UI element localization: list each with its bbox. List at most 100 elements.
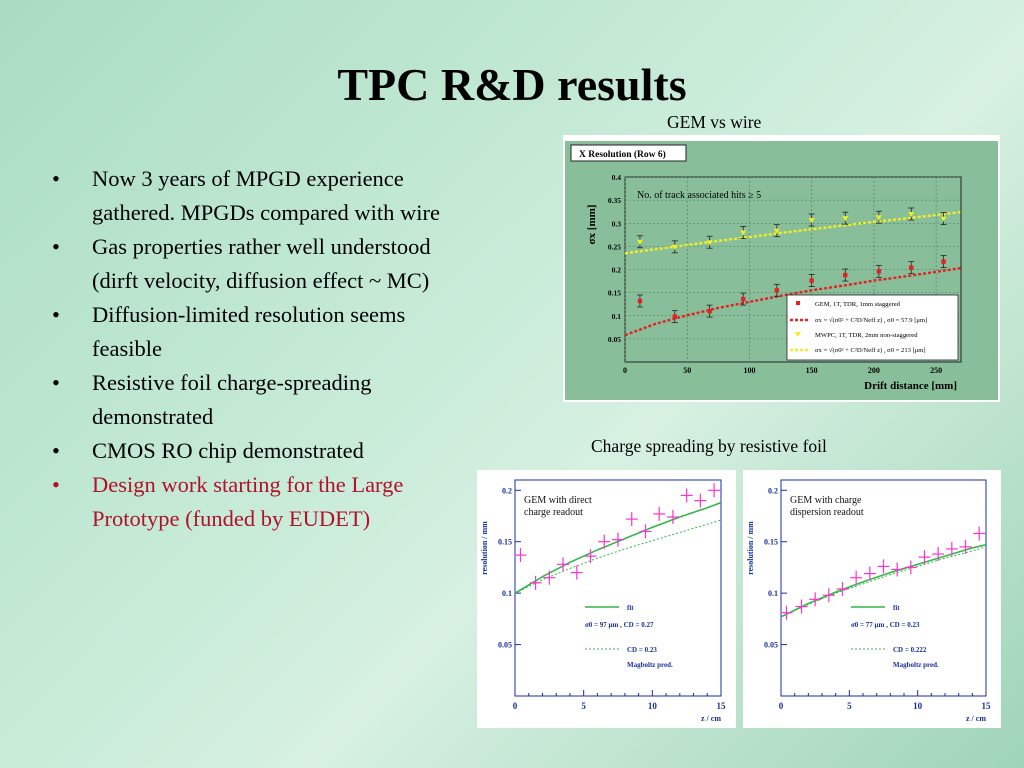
x-tick-label: 100	[743, 366, 755, 375]
mwpc-point	[740, 230, 747, 236]
bullet-text: Resistive foil charge-spreading demonstr…	[92, 370, 372, 429]
resolution-vs-drift-chart: X Resolution (Row 6) 0 50 100 150 200 250 0.05 0…	[563, 135, 1000, 402]
legend-entry: fit	[627, 604, 634, 612]
x-tick-label: 0	[779, 701, 784, 711]
fit-curve	[624, 210, 962, 255]
x-tick-label: 5	[847, 701, 852, 711]
bullet-item: • Gas properties rather well understood …	[52, 230, 462, 298]
y-tick-label: 0.05	[498, 641, 512, 650]
bullet-marker: •	[52, 438, 60, 463]
y-tick-label: 0.2	[612, 266, 622, 275]
mwpc-point	[773, 228, 780, 234]
chart-title-box	[570, 144, 687, 162]
magboltz-curve	[780, 546, 987, 618]
legend-entry: Magboltz pred.	[627, 661, 673, 669]
x-tick-label: 15	[982, 701, 992, 711]
x-axis-label: z / cm	[701, 714, 721, 723]
gem-point	[707, 308, 712, 314]
panel-label: GEM with direct	[524, 495, 592, 506]
gem-point	[774, 288, 780, 293]
x-tick-label: 15	[717, 701, 727, 711]
x-tick-label: 0	[623, 366, 627, 375]
legend-entry: Magboltz pred.	[893, 661, 939, 669]
bullet-item: • Diffusion-limited resolution seems fea…	[52, 298, 462, 366]
bullet-list: • Now 3 years of MPGD experience gathered…	[52, 162, 462, 536]
y-axis-label: resolution / mm	[480, 521, 489, 575]
gem-point	[941, 259, 946, 264]
panel-label: GEM with charge	[790, 495, 862, 506]
panel-label: charge readout	[524, 507, 583, 518]
plot-area	[780, 479, 987, 697]
bullet-item: • Now 3 years of MPGD experience gathered…	[52, 162, 462, 230]
y-tick-label: 0.15	[498, 538, 512, 547]
mwpc-point	[671, 244, 678, 250]
bullet-text: Design work starting for the Large Proto…	[92, 472, 404, 531]
fit-curve	[514, 501, 722, 594]
mwpc-point	[636, 239, 643, 245]
caption-charge-spreading: Charge spreading by resistive foil	[591, 436, 827, 456]
y-tick-label: 0.4	[612, 173, 622, 182]
gem-point	[672, 314, 677, 319]
annotation: No. of track associated hits ≥ 5	[637, 190, 761, 201]
x-tick-label: 10	[913, 701, 923, 711]
y-axis-label: σx [mm]	[586, 205, 598, 245]
y-axis-label: resolution / mm	[746, 521, 755, 575]
chart-background	[565, 141, 998, 400]
legend-entry: GEM, 1T, TDR, 1mm staggered	[815, 301, 901, 308]
legend-entry: CD = 0.222	[893, 646, 927, 654]
y-tick-label: 0.3	[612, 219, 622, 228]
mwpc-point	[875, 215, 882, 221]
y-tick-label: 0.1	[768, 589, 778, 598]
legend-entry: fit	[893, 604, 900, 612]
x-tick-label: 200	[868, 366, 880, 375]
panel-label: dispersion readout	[790, 507, 864, 518]
bullet-marker: •	[52, 472, 60, 497]
mwpc-point	[842, 216, 849, 222]
gem-point	[876, 269, 882, 274]
bullet-marker: •	[52, 302, 60, 327]
mwpc-point	[908, 212, 915, 217]
x-tick-label: 10	[648, 701, 658, 711]
y-tick-label: 0.1	[612, 312, 622, 321]
y-tick-label: 0.1	[502, 589, 512, 598]
legend-entry: σx = √(σ0² + C²D/Neff z) , σ0 = 213 [μm]	[815, 346, 926, 354]
magboltz-curve	[514, 519, 722, 594]
gem-point	[741, 296, 746, 302]
x-tick-label: 150	[806, 366, 818, 375]
fit-curve	[624, 266, 962, 337]
chart-title: X Resolution (Row 6)	[579, 149, 666, 160]
gem-point	[843, 272, 848, 278]
mwpc-point	[808, 218, 815, 224]
legend-entry: σ0 = 97 μm , CD = 0.27	[585, 621, 654, 629]
y-tick-label: 0.35	[608, 196, 621, 205]
x-tick-label: 50	[683, 366, 691, 375]
bullet-marker: •	[52, 166, 60, 191]
bullet-item: • CMOS RO chip demonstrated	[52, 434, 462, 468]
y-tick-label: 0.2	[768, 486, 778, 495]
legend-entry: CD = 0.23	[627, 646, 657, 654]
gem-point	[909, 265, 914, 270]
legend-entry: σ0 = 77 μm , CD = 0.23	[851, 621, 920, 629]
bullet-text: Diffusion-limited resolution seems feasi…	[92, 302, 406, 361]
caption-gem-vs-wire: GEM vs wire	[667, 112, 762, 132]
mwpc-point	[706, 240, 713, 246]
x-tick-label: 250	[930, 366, 942, 375]
bullet-item: • Design work starting for the Large Pro…	[52, 468, 462, 536]
slide-title: TPC R&D results	[337, 59, 687, 110]
bullet-marker: •	[52, 370, 60, 395]
y-tick-label: 0.15	[608, 289, 621, 298]
chart-background	[477, 470, 736, 728]
legend-entry: σx = √(σ0² + C²D/Neff z) , σ0 = 57.9 [μm…	[815, 316, 927, 324]
mwpc-point	[940, 216, 947, 222]
y-tick-label: 0.25	[608, 242, 621, 251]
legend-gem-marker	[796, 301, 800, 305]
y-tick-label: 0.05	[608, 335, 621, 344]
gem-point	[637, 298, 643, 304]
x-axis-label: Drift distance [mm]	[864, 380, 957, 392]
y-tick-label: 0.05	[764, 641, 778, 650]
plot-area	[514, 479, 722, 697]
chart-background	[743, 470, 1001, 728]
dispersion-readout-chart: 0 5 10 15 0.05 0.1 0.15 0.2 z / cm resolution / m…	[743, 470, 1001, 728]
y-tick-label: 0.2	[502, 486, 512, 495]
x-axis-label: z / cm	[966, 714, 986, 723]
